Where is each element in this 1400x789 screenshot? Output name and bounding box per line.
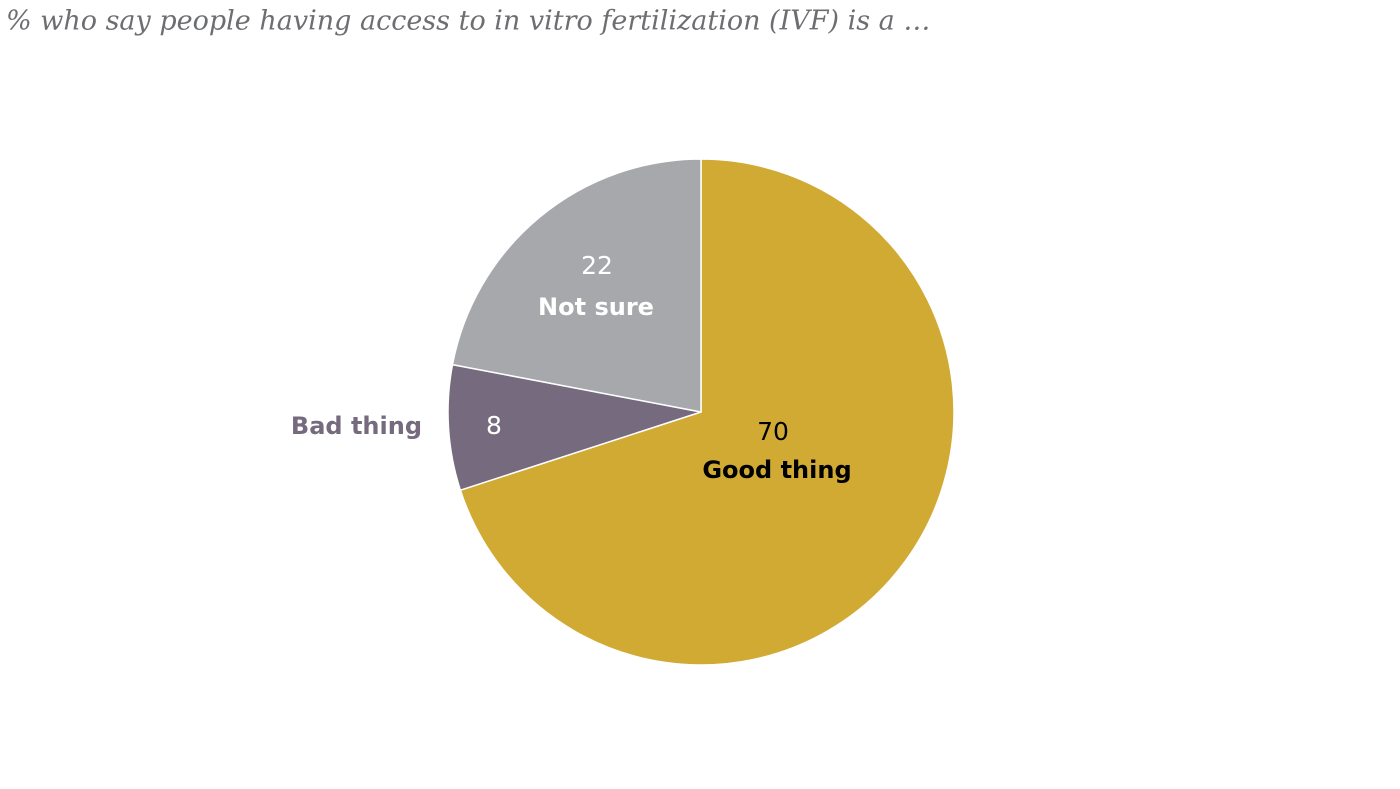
slice-label: Good thing	[702, 456, 851, 484]
chart-subtitle: % who say people having access to in vit…	[6, 6, 930, 37]
slice-label: Not sure	[538, 293, 654, 321]
slice-value: 8	[486, 411, 502, 440]
pie-slice	[459, 158, 955, 666]
slice-label: Bad thing	[291, 412, 422, 440]
slice-value: 22	[581, 251, 613, 280]
pie-slice	[447, 363, 702, 492]
slice-value: 70	[757, 417, 789, 446]
pie-slice	[451, 158, 702, 413]
